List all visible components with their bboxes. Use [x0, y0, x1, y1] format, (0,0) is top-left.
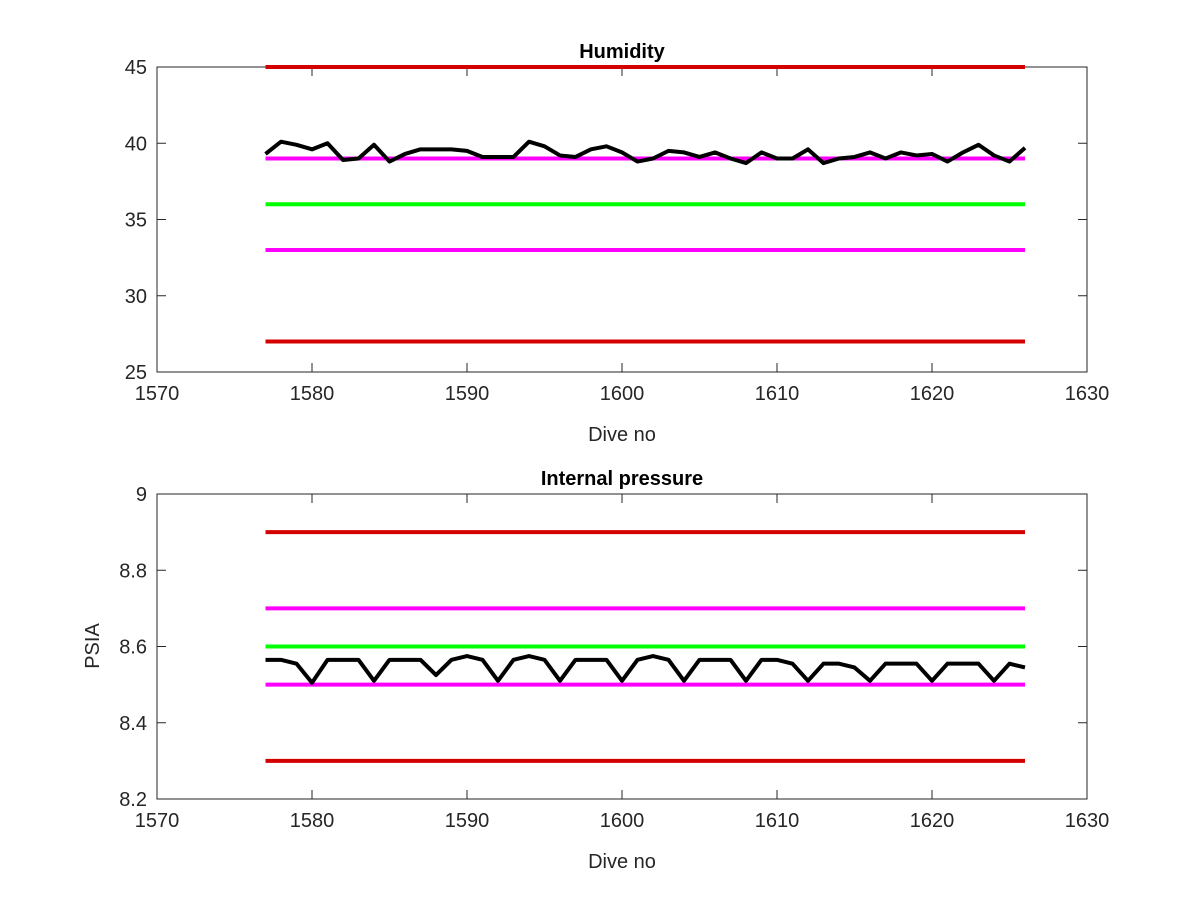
humidity-ticks: 1570 1580 1590 1600 1610 1620 1630 25 30 35 40 45 — [125, 57, 1110, 405]
pressure-x-tick-label: 1590 — [445, 810, 490, 832]
pressure-y-tick-label: 8.6 — [119, 637, 147, 659]
pressure-y-axis-label: PSIA — [82, 623, 104, 669]
humidity-measured-line — [264, 139, 1027, 166]
pressure-x-axis-label: Dive no — [588, 851, 656, 873]
pressure-y-tick-label: 8.8 — [119, 560, 147, 582]
humidity-subplot: Humidity Dive no 1570 1580 1590 1600 1610 162… — [125, 41, 1110, 446]
humidity-y-tick-label: 30 — [125, 286, 147, 308]
pressure-x-tick-label: 1610 — [755, 810, 800, 832]
humidity-x-tick-label: 1620 — [910, 383, 955, 405]
pressure-x-tick-label: 1600 — [600, 810, 645, 832]
pressure-x-tick-label: 1580 — [290, 810, 335, 832]
pressure-x-tick-label: 1620 — [910, 810, 955, 832]
humidity-x-axis-label: Dive no — [588, 424, 656, 446]
humidity-y-tick-label: 25 — [125, 362, 147, 384]
humidity-reference-lines — [265, 65, 1025, 344]
humidity-title: Humidity — [579, 41, 665, 63]
humidity-x-tick-label: 1630 — [1065, 383, 1110, 405]
humidity-x-tick-label: 1590 — [445, 383, 490, 405]
humidity-y-tick-label: 35 — [125, 210, 147, 232]
pressure-ticks: 1570 1580 1590 1600 1610 1620 1630 8.2 8.4 8.6 8.8… — [119, 484, 1109, 832]
pressure-x-tick-label: 1570 — [135, 810, 180, 832]
humidity-x-tick-label: 1580 — [290, 383, 335, 405]
humidity-y-tick-label: 40 — [125, 133, 147, 155]
humidity-x-tick-label: 1600 — [600, 383, 645, 405]
pressure-measured-line — [265, 654, 1026, 685]
pressure-reference-lines — [265, 530, 1025, 763]
pressure-y-tick-label: 8.4 — [119, 713, 147, 735]
pressure-x-tick-label: 1630 — [1065, 810, 1110, 832]
humidity-x-tick-label: 1570 — [135, 383, 180, 405]
pressure-series — [265, 654, 1026, 685]
pressure-y-tick-label: 8.2 — [119, 789, 147, 811]
pressure-y-tick-label: 9 — [136, 484, 147, 506]
humidity-x-tick-label: 1610 — [755, 383, 800, 405]
pressure-title: Internal pressure — [541, 468, 703, 490]
humidity-axes-frame — [156, 66, 1088, 373]
pressure-subplot: Internal pressure Dive no PSIA 1570 1580 1… — [82, 468, 1109, 873]
humidity-y-tick-label: 45 — [125, 57, 147, 79]
humidity-series — [264, 139, 1027, 166]
